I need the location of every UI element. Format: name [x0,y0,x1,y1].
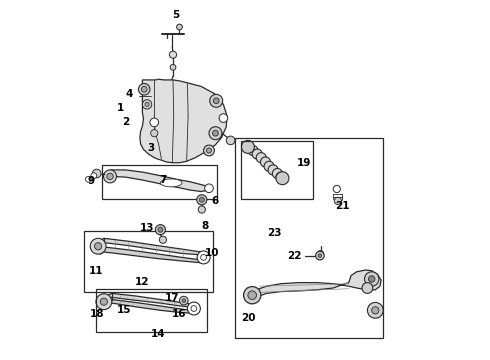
Text: 16: 16 [172,309,187,319]
Text: 5: 5 [172,10,179,20]
Circle shape [145,102,149,107]
Circle shape [179,296,188,305]
Circle shape [318,251,323,256]
Bar [102,165,217,199]
Text: 20: 20 [242,312,256,323]
Circle shape [86,176,91,182]
Text: 2: 2 [122,117,129,127]
Text: 6: 6 [212,196,219,206]
Circle shape [244,287,261,304]
Circle shape [150,118,159,127]
Circle shape [276,172,289,185]
Circle shape [272,168,282,179]
Text: 21: 21 [335,201,349,211]
Circle shape [362,283,373,293]
Circle shape [107,173,113,180]
Circle shape [276,172,286,182]
Polygon shape [106,293,193,307]
Circle shape [170,51,176,58]
Text: 19: 19 [297,158,312,168]
Circle shape [191,306,197,311]
Bar [96,289,207,332]
Text: 8: 8 [202,221,209,231]
Circle shape [141,86,147,92]
Circle shape [252,149,262,159]
Text: 3: 3 [147,143,154,153]
Circle shape [176,24,182,30]
Text: 11: 11 [88,266,103,276]
Text: 7: 7 [159,175,167,185]
Circle shape [206,148,212,153]
Circle shape [365,272,379,286]
Bar [84,231,213,292]
Circle shape [201,255,206,260]
Circle shape [139,84,150,95]
Circle shape [316,251,324,260]
Circle shape [213,98,219,104]
Circle shape [261,157,270,167]
Circle shape [92,169,101,178]
Circle shape [219,114,228,122]
Text: 13: 13 [140,222,154,233]
Circle shape [226,136,235,145]
Circle shape [182,299,186,302]
Circle shape [210,94,222,107]
Circle shape [96,294,112,310]
Circle shape [204,145,215,156]
Circle shape [95,243,102,250]
Polygon shape [140,79,227,163]
Polygon shape [108,170,209,192]
Circle shape [368,276,375,282]
Text: 15: 15 [117,305,132,315]
Circle shape [268,165,278,175]
Text: 22: 22 [288,251,302,261]
Circle shape [100,298,107,305]
Polygon shape [100,238,202,255]
Polygon shape [252,270,381,298]
Circle shape [151,130,158,137]
Polygon shape [100,247,202,263]
Bar [241,141,313,199]
Circle shape [187,302,200,315]
Circle shape [198,206,205,213]
Circle shape [368,302,383,318]
Circle shape [256,153,266,163]
Circle shape [91,173,97,179]
Circle shape [264,161,274,171]
Text: 14: 14 [150,329,165,339]
Circle shape [90,238,106,254]
Circle shape [197,251,210,264]
Circle shape [213,130,219,136]
Text: 12: 12 [135,276,149,287]
Text: 18: 18 [90,309,104,319]
Text: 4: 4 [125,89,133,99]
Circle shape [334,197,342,204]
Circle shape [170,64,176,70]
Circle shape [209,127,222,140]
Circle shape [155,225,166,235]
Circle shape [333,185,341,193]
Circle shape [245,143,254,153]
Circle shape [159,236,167,243]
Circle shape [199,197,204,202]
Circle shape [242,140,254,153]
Circle shape [143,100,152,109]
Circle shape [248,145,258,156]
Circle shape [248,291,257,300]
Circle shape [205,184,213,193]
Text: 10: 10 [205,248,219,258]
Circle shape [197,195,207,205]
Text: 1: 1 [117,103,124,113]
Polygon shape [106,300,193,313]
Bar [235,138,383,338]
Circle shape [372,307,379,314]
Circle shape [103,170,117,183]
Text: 17: 17 [165,293,180,303]
Text: 9: 9 [87,176,95,186]
Circle shape [318,254,321,257]
Ellipse shape [160,179,182,187]
Circle shape [158,227,163,232]
Text: 23: 23 [267,228,282,238]
